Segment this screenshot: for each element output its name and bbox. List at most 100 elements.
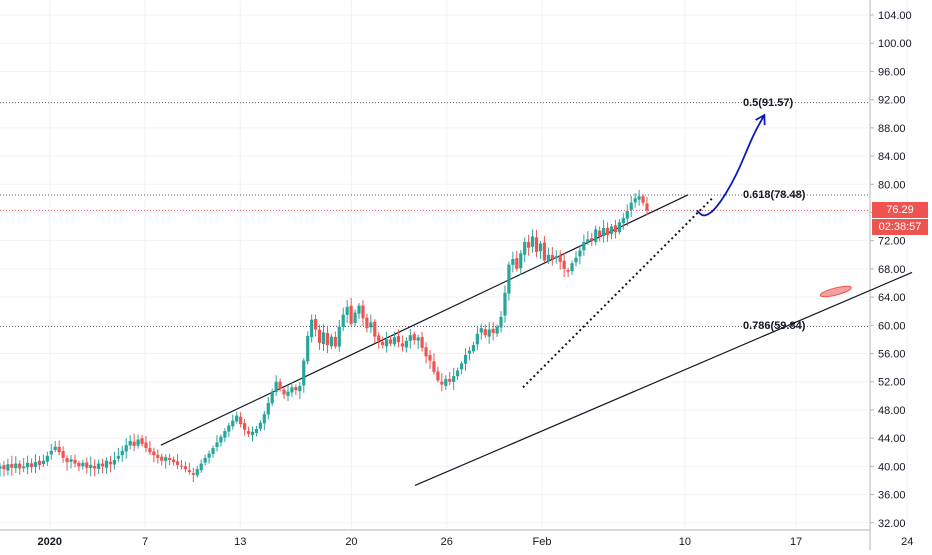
candle-body xyxy=(258,422,262,429)
candle-body xyxy=(633,198,637,203)
y-tick-label: 32.00 xyxy=(878,518,906,530)
candle-body xyxy=(22,466,26,469)
y-tick-label: 52.00 xyxy=(878,377,906,389)
candle-body xyxy=(385,339,389,347)
candle-body xyxy=(396,336,401,343)
candle-body xyxy=(491,328,495,334)
candle-body xyxy=(388,339,393,344)
candle-body xyxy=(112,460,117,465)
candle-body xyxy=(420,337,424,348)
candle-body xyxy=(108,461,113,465)
candle-body xyxy=(586,239,590,243)
candle-body xyxy=(97,463,101,469)
candle-body xyxy=(519,253,523,269)
candle-body xyxy=(428,355,432,361)
candle-body xyxy=(317,329,322,343)
candle-body xyxy=(369,322,373,328)
candle-body xyxy=(140,438,144,444)
candle-body xyxy=(120,450,124,456)
candle-body xyxy=(507,264,511,294)
candle-body xyxy=(116,455,120,459)
y-tick-label: 60.00 xyxy=(878,320,906,332)
candle-body xyxy=(223,431,227,438)
x-tick-label: 7 xyxy=(142,536,148,548)
candle-body xyxy=(613,225,618,233)
candle-body xyxy=(645,203,649,211)
candle-body xyxy=(250,431,255,436)
candle-body xyxy=(602,227,606,236)
candle-body xyxy=(495,326,499,334)
candle-body xyxy=(171,459,176,463)
y-tick-label: 68.00 xyxy=(878,264,906,276)
candle-body xyxy=(444,378,448,386)
y-tick-label: 92.00 xyxy=(878,95,906,107)
y-tick-label: 84.00 xyxy=(878,151,906,163)
candle-body xyxy=(207,453,211,458)
candle-body xyxy=(534,237,539,252)
y-tick-label: 48.00 xyxy=(878,405,906,417)
candle-body xyxy=(183,466,188,470)
candle-body xyxy=(53,446,57,450)
candle-body xyxy=(274,381,278,392)
candle-body xyxy=(523,242,527,255)
candle-body xyxy=(452,376,456,382)
candle-body xyxy=(515,258,519,269)
candle-body xyxy=(239,416,243,425)
candle-body xyxy=(187,470,191,473)
ellipse-marker xyxy=(819,285,852,298)
candle-body xyxy=(408,335,412,341)
candle-body xyxy=(246,431,251,434)
candle-body xyxy=(10,464,14,468)
candle-body xyxy=(617,222,621,233)
candle-body xyxy=(325,332,330,346)
candle-body xyxy=(436,371,440,381)
y-tick-label: 96.00 xyxy=(878,66,906,78)
candle-body xyxy=(361,305,365,319)
candle-body xyxy=(262,414,266,424)
candle-body xyxy=(164,457,168,461)
candle-body xyxy=(278,381,282,389)
candle-body xyxy=(0,466,2,469)
candle-body xyxy=(302,360,306,386)
candle-body xyxy=(463,354,468,364)
candle-body xyxy=(191,473,195,475)
candle-body xyxy=(14,463,18,469)
candle-body xyxy=(294,387,298,391)
candle-body xyxy=(546,254,550,262)
candle-body xyxy=(211,448,215,454)
candle-body xyxy=(562,260,566,269)
y-tick-label: 40.00 xyxy=(878,461,906,473)
candle-body xyxy=(590,238,594,241)
candle-body xyxy=(148,448,152,453)
last-price-badge: 76.29 xyxy=(872,202,928,218)
projection-arrowhead xyxy=(755,113,766,126)
upper-channel xyxy=(160,194,689,446)
candle-body xyxy=(448,378,452,382)
candle-body xyxy=(609,226,614,234)
candle-body xyxy=(321,332,326,345)
candle-body xyxy=(625,211,629,219)
candle-body xyxy=(483,329,487,336)
candle-body xyxy=(357,305,361,314)
candle-body xyxy=(471,345,476,352)
candle-body xyxy=(29,463,34,468)
y-tick-label: 36.00 xyxy=(878,490,906,502)
candle-body xyxy=(381,341,385,346)
y-tick-label: 88.00 xyxy=(878,123,906,135)
candle-body xyxy=(459,363,464,370)
candle-body xyxy=(227,425,231,432)
candle-body xyxy=(73,459,77,464)
candle-body xyxy=(215,442,219,447)
x-tick-label: 13 xyxy=(234,536,246,548)
candle-body xyxy=(570,263,574,272)
candle-body xyxy=(333,336,337,347)
candle-body xyxy=(136,439,140,446)
candle-body xyxy=(18,463,22,469)
candle-body xyxy=(77,462,81,467)
candle-body xyxy=(558,255,562,262)
candle-body xyxy=(629,202,633,210)
candle-body xyxy=(160,456,164,461)
candle-body xyxy=(598,230,602,237)
